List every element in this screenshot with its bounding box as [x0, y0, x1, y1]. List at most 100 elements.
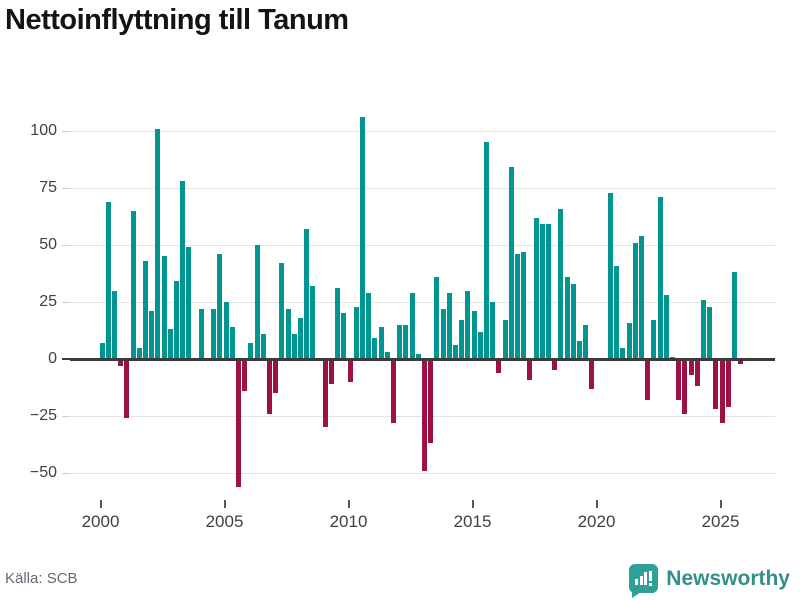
bar-2024Q1 — [694, 359, 700, 387]
bar-2010Q1 — [347, 359, 353, 382]
bar-2019Q1 — [570, 283, 576, 359]
bar-2022Q2 — [651, 320, 657, 359]
bar-2016Q4 — [514, 254, 520, 359]
bar-2012Q3 — [409, 292, 415, 359]
bar-2002Q4 — [167, 329, 173, 359]
bar-2018Q3 — [558, 208, 564, 359]
grid-line — [70, 472, 775, 474]
x-axis-label: 2025 — [701, 512, 740, 531]
bar-2023Q4 — [688, 359, 694, 375]
bar-2008Q1 — [297, 317, 303, 359]
bar-2004Q4 — [217, 254, 223, 359]
bar-2016Q2 — [502, 320, 508, 359]
bar-2012Q2 — [403, 324, 409, 359]
bar-2011Q2 — [378, 327, 384, 359]
x-axis-tick — [471, 500, 474, 508]
y-axis-label: 25 — [39, 293, 57, 310]
bar-2017Q1 — [521, 251, 527, 359]
bar-2001Q2 — [130, 210, 136, 359]
source-caption: Källa: SCB — [5, 570, 78, 587]
bar-2014Q1 — [446, 292, 452, 359]
bar-2011Q1 — [372, 338, 378, 359]
bar-2005Q2 — [229, 327, 235, 359]
y-axis-label: −50 — [29, 464, 57, 481]
bar-2000Q4 — [118, 359, 124, 366]
bar-2009Q3 — [335, 288, 341, 359]
bar-2016Q3 — [508, 167, 514, 359]
bar-2013Q1 — [421, 359, 427, 471]
bar-2004Q3 — [211, 308, 217, 359]
bar-2019Q4 — [589, 359, 595, 389]
bar-2009Q1 — [322, 359, 328, 428]
bar-2010Q3 — [359, 117, 365, 359]
bar-2011Q4 — [390, 359, 396, 423]
y-axis-tick — [62, 130, 70, 132]
bar-2002Q1 — [149, 311, 155, 359]
bar-2007Q3 — [285, 308, 291, 359]
bar-2018Q2 — [552, 359, 558, 371]
bar-2021Q1 — [620, 347, 626, 359]
bar-2019Q2 — [576, 340, 582, 359]
newsworthy-logo[interactable]: Newsworthy — [629, 564, 790, 598]
bar-2005Q1 — [223, 302, 229, 359]
y-axis-tick — [62, 301, 70, 303]
x-axis-tick — [595, 500, 598, 508]
grid-line — [70, 187, 775, 189]
bar-2016Q1 — [496, 359, 502, 373]
bar-2025Q4 — [738, 359, 744, 364]
bar-2003Q2 — [180, 181, 186, 359]
bar-2020Q4 — [614, 265, 620, 359]
bar-2002Q2 — [155, 128, 161, 359]
y-axis-tick — [62, 472, 70, 474]
bar-2013Q3 — [434, 276, 440, 359]
bar-2022Q4 — [663, 295, 669, 359]
bar-2001Q4 — [142, 260, 148, 359]
bar-2008Q3 — [310, 286, 316, 359]
bar-2013Q4 — [440, 308, 446, 359]
newsworthy-wordmark: Newsworthy — [666, 566, 790, 590]
bar-2003Q3 — [186, 247, 192, 359]
bar-2021Q2 — [626, 322, 632, 359]
y-axis-label: 50 — [39, 236, 57, 253]
bar-2003Q1 — [173, 281, 179, 359]
x-axis-tick — [99, 500, 102, 508]
bar-2001Q1 — [124, 359, 130, 419]
bar-2012Q1 — [397, 324, 403, 359]
grid-line — [70, 301, 775, 303]
bar-2021Q3 — [632, 242, 638, 359]
bar-2017Q2 — [527, 359, 533, 380]
bar-2025Q3 — [731, 272, 737, 359]
bar-2010Q4 — [366, 292, 372, 359]
x-axis-label: 2000 — [81, 512, 120, 531]
x-axis-tick — [223, 500, 226, 508]
bar-2020Q3 — [607, 192, 613, 359]
bar-2023Q2 — [676, 359, 682, 401]
y-axis-label: 0 — [48, 350, 57, 367]
bar-2024Q2 — [700, 299, 706, 359]
bar-2006Q4 — [266, 359, 272, 414]
bar-2009Q4 — [341, 313, 347, 359]
bar-2009Q2 — [328, 359, 334, 385]
bar-2007Q2 — [279, 263, 285, 359]
x-axis-label: 2005 — [205, 512, 244, 531]
bar-2022Q3 — [657, 197, 663, 359]
bar-2018Q1 — [545, 224, 551, 359]
bar-2000Q1 — [99, 343, 105, 359]
bar-2000Q2 — [105, 201, 111, 359]
bar-2008Q2 — [304, 229, 310, 359]
y-axis-tick — [62, 187, 70, 189]
bar-2024Q4 — [713, 359, 719, 410]
bar-2025Q2 — [725, 359, 731, 407]
bar-2005Q4 — [242, 359, 248, 391]
x-axis-tick — [719, 500, 722, 508]
x-axis-tick — [347, 500, 350, 508]
bar-2024Q3 — [707, 306, 713, 359]
bar-chart-speech-bubble-icon — [629, 564, 659, 598]
bar-2023Q3 — [682, 359, 688, 414]
bar-2017Q3 — [533, 217, 539, 359]
chart-title: Nettoinflyttning till Tanum — [5, 4, 349, 36]
y-axis-tick — [62, 358, 70, 360]
bar-2006Q1 — [248, 343, 254, 359]
bar-2006Q3 — [260, 333, 266, 359]
